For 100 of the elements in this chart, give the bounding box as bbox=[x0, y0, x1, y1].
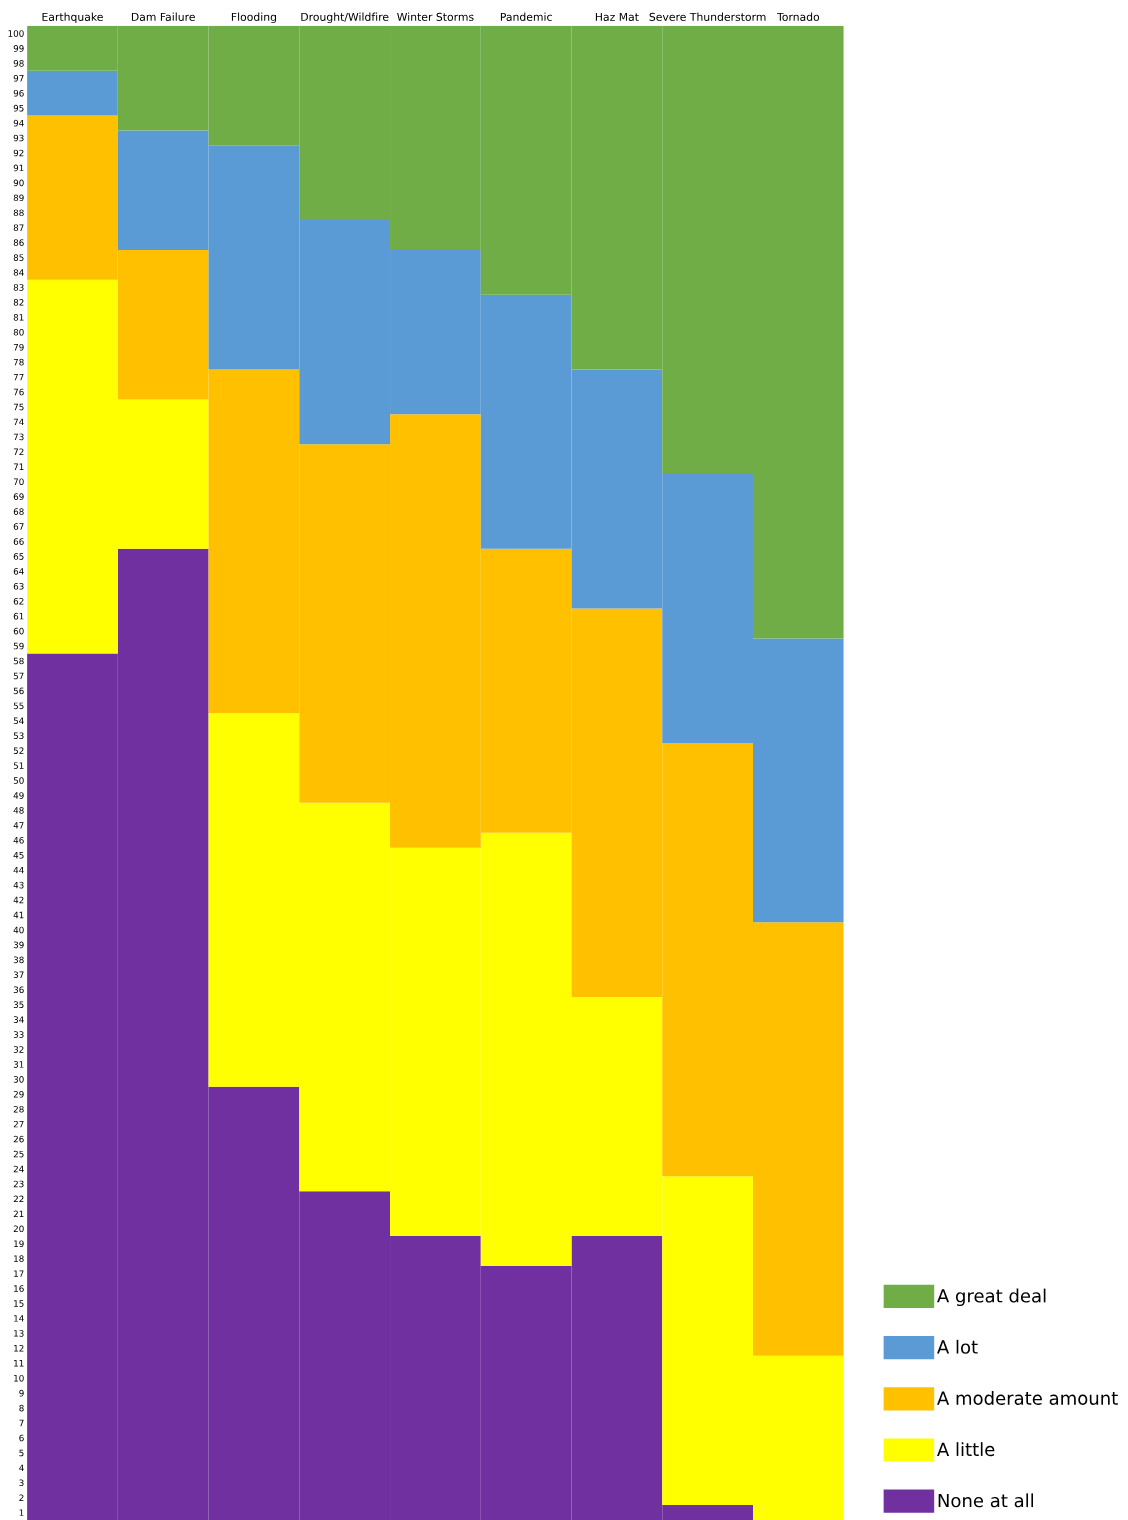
y-tick-label: 37 bbox=[13, 971, 24, 979]
y-tick-label: 58 bbox=[13, 657, 24, 665]
y-tick-label: 80 bbox=[13, 328, 24, 336]
legend-label: A moderate amount bbox=[937, 1391, 1118, 1405]
legend-label: A little bbox=[937, 1442, 995, 1457]
y-tick-label: 54 bbox=[13, 717, 24, 725]
y-tick-label: 91 bbox=[13, 164, 24, 172]
y-tick-label: 20 bbox=[13, 1225, 24, 1233]
y-tick-label: 2 bbox=[19, 1494, 24, 1501]
y-tick-label: 95 bbox=[13, 104, 24, 112]
y-tick-label: 94 bbox=[13, 119, 24, 127]
y-tick-label: 32 bbox=[13, 1046, 24, 1053]
x-tick-label: Severe Thunderstorm bbox=[649, 12, 766, 21]
y-tick-label: 24 bbox=[13, 1165, 24, 1173]
y-tick-label: 92 bbox=[13, 149, 24, 157]
y-tick-label: 16 bbox=[14, 1285, 24, 1292]
y-tick-label: 25 bbox=[13, 1150, 24, 1158]
y-tick-label: 33 bbox=[13, 1031, 24, 1038]
y-tick-label: 82 bbox=[13, 299, 24, 306]
y-tick-label: 57 bbox=[13, 672, 24, 680]
legend-label: A lot bbox=[937, 1339, 978, 1354]
legend-label: None at all bbox=[938, 1493, 1034, 1508]
y-tick-label: 74 bbox=[13, 418, 24, 426]
y-tick-label: 51 bbox=[13, 762, 24, 769]
y-tick-label: 21 bbox=[13, 1210, 24, 1218]
y-tick-label: 60 bbox=[13, 627, 24, 635]
y-tick-label: 36 bbox=[13, 986, 24, 994]
y-tick-label: 6 bbox=[19, 1434, 24, 1442]
y-tick-label: 76 bbox=[13, 388, 24, 396]
y-tick-label: 89 bbox=[13, 194, 24, 202]
y-tick-label: 63 bbox=[13, 582, 24, 590]
y-tick-label: 34 bbox=[13, 1016, 24, 1023]
y-tick-label: 64 bbox=[13, 568, 24, 575]
y-tick-label: 42 bbox=[13, 896, 24, 904]
y-tick-label: 30 bbox=[13, 1076, 24, 1083]
y-tick-label: 44 bbox=[13, 866, 24, 874]
y-tick-label: 99 bbox=[13, 45, 24, 52]
y-tick-label: 85 bbox=[13, 254, 24, 261]
y-tick-label: 11 bbox=[14, 1360, 24, 1367]
y-tick-label: 38 bbox=[13, 956, 24, 964]
y-tick-label: 96 bbox=[13, 89, 24, 97]
y-tick-label: 1 bbox=[19, 1509, 24, 1516]
y-tick-label: 59 bbox=[13, 642, 24, 650]
x-tick-label: Winter Storms bbox=[397, 12, 474, 21]
y-tick-label: 40 bbox=[13, 926, 24, 934]
y-tick-label: 52 bbox=[13, 747, 24, 754]
y-tick-label: 53 bbox=[13, 732, 24, 740]
y-tick-label: 98 bbox=[13, 60, 24, 67]
y-tick-label: 12 bbox=[14, 1345, 24, 1352]
y-tick-label: 26 bbox=[13, 1135, 24, 1143]
x-tick-label: Tornado bbox=[777, 12, 820, 21]
y-tick-label: 27 bbox=[13, 1120, 24, 1128]
y-tick-label: 68 bbox=[13, 508, 24, 515]
x-tick-label: Pandemic bbox=[500, 12, 552, 21]
y-tick-label: 73 bbox=[13, 433, 24, 441]
y-tick-label: 79 bbox=[13, 343, 24, 351]
y-tick-label: 84 bbox=[13, 269, 24, 276]
x-tick-label: Haz Mat bbox=[595, 12, 639, 21]
y-tick-label: 78 bbox=[13, 358, 24, 366]
y-tick-label: 87 bbox=[13, 224, 24, 231]
y-tick-label: 41 bbox=[13, 911, 24, 919]
y-tick-label: 81 bbox=[13, 314, 24, 321]
y-tick-label: 29 bbox=[13, 1090, 24, 1098]
y-tick-label: 97 bbox=[13, 74, 24, 82]
y-tick-label: 61 bbox=[13, 612, 24, 620]
y-tick-label: 46 bbox=[13, 836, 24, 844]
x-tick-label: Drought/Wildfire bbox=[301, 12, 389, 24]
y-tick-label: 86 bbox=[13, 239, 24, 246]
bar bbox=[27, 70, 118, 116]
y-tick-label: 43 bbox=[13, 881, 24, 889]
y-tick-label: 83 bbox=[13, 284, 24, 291]
y-tick-label: 69 bbox=[13, 493, 24, 500]
y-tick-label: 8 bbox=[19, 1404, 24, 1412]
y-tick-label: 9 bbox=[19, 1389, 24, 1397]
y-tick-label: 90 bbox=[13, 179, 24, 187]
y-tick-label: 65 bbox=[13, 553, 24, 560]
y-tick-label: 88 bbox=[13, 209, 24, 217]
y-tick-label: 100 bbox=[8, 30, 24, 37]
y-tick-label: 48 bbox=[13, 807, 24, 814]
y-tick-label: 7 bbox=[19, 1419, 24, 1427]
y-tick-label: 45 bbox=[13, 852, 24, 859]
y-tick-label: 93 bbox=[13, 134, 24, 142]
y-tick-label: 35 bbox=[13, 1001, 24, 1008]
x-tick-label: Flooding bbox=[231, 12, 276, 24]
y-tick-label: 47 bbox=[13, 822, 24, 829]
x-tick-label: Dam Failure bbox=[131, 12, 195, 21]
y-tick-label: 5 bbox=[19, 1449, 24, 1457]
y-tick-label: 14 bbox=[14, 1315, 24, 1322]
y-tick-label: 31 bbox=[13, 1061, 24, 1068]
y-tick-label: 50 bbox=[13, 777, 24, 784]
y-tick-label: 75 bbox=[13, 403, 24, 411]
y-tick-label: 66 bbox=[13, 538, 24, 545]
y-tick-label: 72 bbox=[13, 448, 24, 455]
y-tick-label: 23 bbox=[13, 1180, 24, 1188]
y-tick-label: 28 bbox=[13, 1105, 24, 1113]
y-tick-label: 18 bbox=[14, 1255, 24, 1262]
y-tick-label: 17 bbox=[14, 1270, 24, 1277]
x-tick-label: Earthquake bbox=[42, 12, 103, 24]
y-tick-label: 70 bbox=[13, 478, 24, 486]
y-tick-label: 77 bbox=[13, 373, 24, 381]
